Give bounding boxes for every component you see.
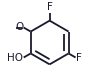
Text: O: O — [15, 22, 23, 32]
Text: HO: HO — [7, 53, 23, 63]
Text: F: F — [47, 2, 53, 12]
Text: F: F — [76, 53, 82, 63]
